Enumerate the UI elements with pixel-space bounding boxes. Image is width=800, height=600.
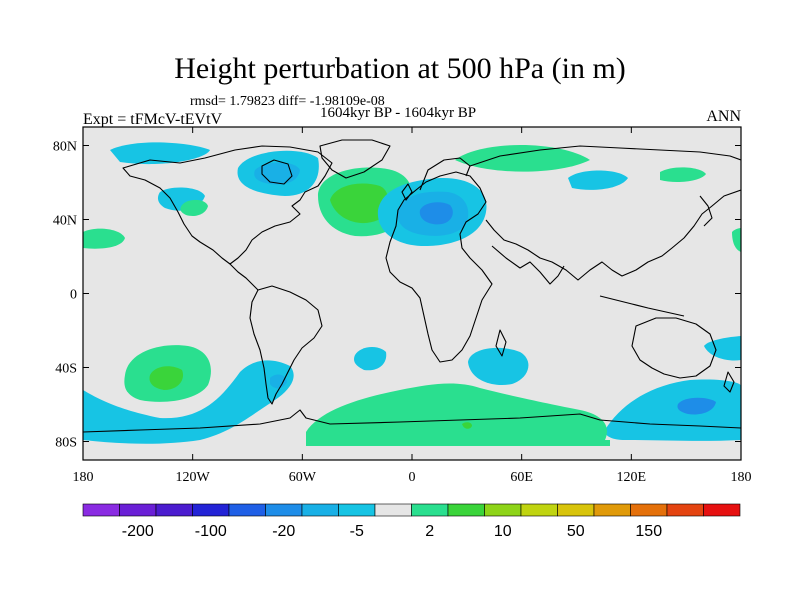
indian-ocean-blue bbox=[468, 347, 529, 386]
coastline-japan bbox=[699, 195, 713, 227]
coastline-europe-africa bbox=[385, 171, 493, 363]
contour-fields bbox=[83, 142, 741, 446]
colorbar-label: 10 bbox=[494, 523, 512, 540]
coastline-new-zealand bbox=[723, 371, 735, 393]
coastline-british-isles bbox=[401, 183, 413, 201]
colorbar: -200 -100 -20 -5 2 10 50 150 bbox=[82, 503, 741, 540]
y-tick-label: 40S bbox=[55, 362, 77, 377]
colorbar-swatch bbox=[557, 503, 595, 517]
colorbar-swatch bbox=[484, 503, 522, 517]
coastline-scandinavia bbox=[419, 157, 471, 191]
colorbar-swatch bbox=[411, 503, 449, 517]
southeast-pacific-positive-inner bbox=[149, 366, 184, 390]
x-tick-label: 60E bbox=[510, 470, 533, 485]
y-tick-label: 40N bbox=[53, 214, 77, 229]
x-tick-label: 60W bbox=[289, 470, 317, 485]
colorbar-swatch bbox=[593, 503, 631, 517]
antarctic-green-band bbox=[306, 383, 608, 440]
axis-ticks: 180 120W 60W 0 60E 120E 180 80N 40N 0 40S 80S bbox=[53, 127, 752, 485]
coastline-asia bbox=[469, 145, 741, 281]
colorbar-label: -200 bbox=[122, 523, 154, 540]
stats-text: rmsd= 1.79823 diff= -1.98109e-08 bbox=[190, 94, 385, 109]
arctic-blue-band bbox=[110, 142, 210, 165]
colorbar-swatch bbox=[228, 503, 266, 517]
colorbar-swatch bbox=[192, 503, 230, 517]
colorbar-swatch bbox=[666, 503, 704, 517]
x-tick-label: 0 bbox=[409, 470, 416, 485]
south-pacific-blue-tongue bbox=[83, 360, 294, 444]
usa-green-patch bbox=[180, 199, 208, 216]
colorbar-label: -20 bbox=[272, 523, 295, 540]
y-tick-label: 0 bbox=[70, 288, 77, 303]
coastline-central-america bbox=[229, 263, 259, 291]
arctic-green-band bbox=[455, 145, 590, 172]
coastline-greenland bbox=[319, 139, 391, 179]
x-tick-label: 180 bbox=[73, 470, 94, 485]
colorbar-label: -100 bbox=[195, 523, 227, 540]
x-tick-label: 120E bbox=[617, 470, 647, 485]
asia-blue-patch bbox=[568, 170, 628, 190]
colorbar-swatch bbox=[82, 503, 120, 517]
pacific-green-west bbox=[83, 228, 125, 249]
colorbar-swatch bbox=[520, 503, 558, 517]
atlantic-positive-inner bbox=[330, 183, 389, 224]
antarctic-bright-dot bbox=[462, 422, 472, 429]
southwest-pacific-blue bbox=[604, 379, 741, 441]
colorbar-swatch bbox=[374, 503, 412, 517]
experiment-label: Expt = tFMcV-tEVtV bbox=[83, 111, 223, 128]
europe-negative-core bbox=[419, 202, 453, 225]
colorbar-swatch bbox=[301, 503, 339, 517]
colorbar-label: -5 bbox=[350, 523, 364, 540]
atlantic-south-blue bbox=[354, 346, 387, 371]
y-tick-label: 80S bbox=[55, 436, 77, 451]
colorbar-swatch bbox=[155, 503, 193, 517]
colorbar-swatch bbox=[703, 503, 741, 517]
colorbar-swatch bbox=[447, 503, 485, 517]
colorbar-swatch bbox=[630, 503, 668, 517]
y-tick-label: 80N bbox=[53, 140, 77, 155]
colorbar-label: 50 bbox=[567, 523, 585, 540]
antarctic-green-strip bbox=[306, 440, 610, 446]
coastlines bbox=[83, 139, 741, 433]
coastline-south-america bbox=[249, 285, 323, 405]
colorbar-swatch bbox=[265, 503, 303, 517]
dateline-green-east bbox=[732, 228, 741, 252]
pacific-green-east bbox=[660, 167, 706, 182]
coastline-antarctica bbox=[83, 409, 741, 433]
colorbar-label: 150 bbox=[635, 523, 662, 540]
coastline-indonesia bbox=[599, 295, 685, 317]
colorbar-swatch bbox=[338, 503, 376, 517]
coastline-north-america bbox=[122, 145, 333, 265]
map-panel bbox=[82, 126, 742, 461]
season-label: ANN bbox=[706, 108, 741, 125]
coastline-australia bbox=[631, 317, 717, 379]
x-tick-label: 120W bbox=[176, 470, 211, 485]
chart-title: Height perturbation at 500 hPa (in m) bbox=[174, 52, 626, 85]
colorbar-label: 2 bbox=[425, 523, 434, 540]
period-text: 1604kyr BP - 1604kyr BP bbox=[320, 105, 477, 121]
x-tick-label: 180 bbox=[731, 470, 752, 485]
coastline-hudson-bay bbox=[261, 159, 293, 185]
coastline-arabia-india bbox=[491, 245, 565, 285]
coastline-madagascar bbox=[495, 329, 507, 357]
south-america-blue-inner bbox=[270, 374, 287, 389]
southwest-pacific-blue-core bbox=[677, 397, 716, 415]
colorbar-swatch bbox=[119, 503, 157, 517]
